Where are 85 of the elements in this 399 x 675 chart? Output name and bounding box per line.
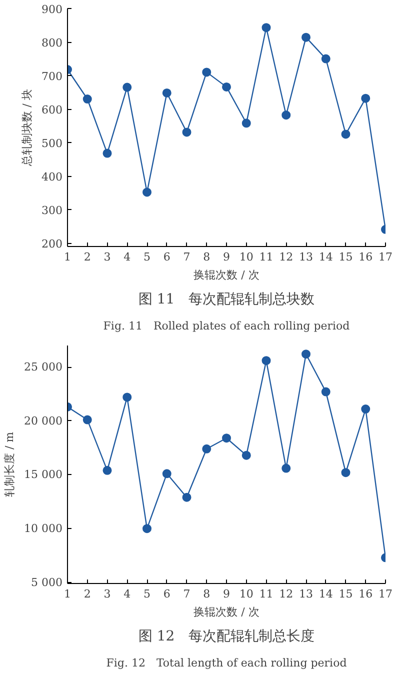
text: Fig. 12 Total length of each rolling period xyxy=(106,656,347,670)
y-axis-title: 轧制长度 / m xyxy=(3,431,16,498)
y-tick-label: 600 xyxy=(42,104,63,117)
text: Fig. 11 Rolled plates of each rolling period xyxy=(103,320,350,332)
x-axis-title: 换辊次数 / 次 xyxy=(194,606,260,618)
x-tick-label: 1 xyxy=(64,250,71,264)
x-tick-label: 3 xyxy=(104,250,111,264)
point xyxy=(222,82,231,92)
x-tick-label: 16 xyxy=(358,588,373,600)
point xyxy=(182,492,192,502)
point xyxy=(242,118,251,128)
y-tick-label: 10 000 xyxy=(24,522,63,536)
x-tick-label: 8 xyxy=(203,588,210,600)
y-axis-title: 总轧制块数 / 块 xyxy=(20,89,34,167)
point xyxy=(102,466,112,475)
x-tick-label: 12 xyxy=(279,250,294,264)
point xyxy=(122,82,132,92)
point xyxy=(302,350,310,359)
x-tick-label: 12 xyxy=(279,588,294,600)
x-tick-label: 11 xyxy=(259,588,274,600)
x-tick-label: 2 xyxy=(84,588,91,600)
point xyxy=(262,356,271,366)
point xyxy=(302,32,310,42)
x-tick-label: 6 xyxy=(163,588,170,600)
point xyxy=(341,468,350,478)
x-tick-label: 10 xyxy=(239,588,254,600)
x-tick-label: 14 xyxy=(318,588,333,600)
x-tick-label: 4 xyxy=(124,588,131,600)
y-tick-label: 300 xyxy=(42,204,63,218)
x-tick-label: 15 xyxy=(338,250,353,264)
point xyxy=(321,54,330,64)
point xyxy=(182,128,192,137)
point xyxy=(202,444,212,454)
point xyxy=(242,450,251,460)
point xyxy=(142,188,152,197)
x-tick-label: 5 xyxy=(144,588,150,600)
y-tick-label: 20 000 xyxy=(24,414,63,428)
x-tick-label: 13 xyxy=(299,250,313,264)
point xyxy=(321,387,330,396)
point xyxy=(282,464,291,473)
point xyxy=(82,415,92,424)
text: 图 12 每次配辊轧制总长度 xyxy=(138,628,315,644)
x-axis-title: 换辊次数 / 次 xyxy=(194,268,260,282)
x-tick-label: 8 xyxy=(203,250,210,264)
point xyxy=(202,68,212,77)
point xyxy=(341,130,350,139)
x-tick-label: 13 xyxy=(299,588,313,600)
point xyxy=(361,94,370,103)
text: 图 11 每次配辊轧制总块数 xyxy=(138,292,315,308)
point xyxy=(162,469,172,478)
y-tick-label: 900 xyxy=(42,3,63,16)
y-tick-label: 200 xyxy=(42,238,63,251)
x-tick-label: 4 xyxy=(124,250,131,264)
point xyxy=(222,434,231,443)
y-tick-label: 500 xyxy=(42,137,63,150)
x-tick-label: 3 xyxy=(104,588,111,600)
point xyxy=(142,524,152,534)
x-tick-label: 10 xyxy=(239,250,254,264)
x-tick-label: 9 xyxy=(223,250,230,264)
y-tick-label: 700 xyxy=(42,70,63,84)
x-tick-label: 17 xyxy=(378,250,392,264)
x-tick-label: 16 xyxy=(358,250,373,264)
y-tick-label: 400 xyxy=(42,170,63,184)
x-tick-label: 2 xyxy=(84,250,91,264)
x-tick-label: 11 xyxy=(259,250,274,264)
x-tick-label: 14 xyxy=(318,250,333,264)
point xyxy=(102,148,112,158)
x-tick-label: 6 xyxy=(163,250,170,264)
point xyxy=(262,23,271,32)
x-tick-label: 7 xyxy=(183,588,190,600)
point xyxy=(82,94,92,104)
x-tick-label: 7 xyxy=(183,250,190,264)
point xyxy=(162,88,172,98)
x-tick-label: 5 xyxy=(144,250,150,264)
x-tick-label: 1 xyxy=(64,588,71,600)
x-tick-label: 17 xyxy=(378,588,392,600)
y-tick-label: 800 xyxy=(42,36,63,50)
y-tick-label: 5 000 xyxy=(31,576,63,589)
x-tick-label: 9 xyxy=(223,588,230,600)
point xyxy=(122,392,132,402)
x-tick-label: 15 xyxy=(338,588,353,600)
y-tick-label: 15 000 xyxy=(24,468,63,482)
point xyxy=(361,404,370,414)
point xyxy=(282,110,291,120)
y-tick-label: 25 000 xyxy=(24,360,63,374)
